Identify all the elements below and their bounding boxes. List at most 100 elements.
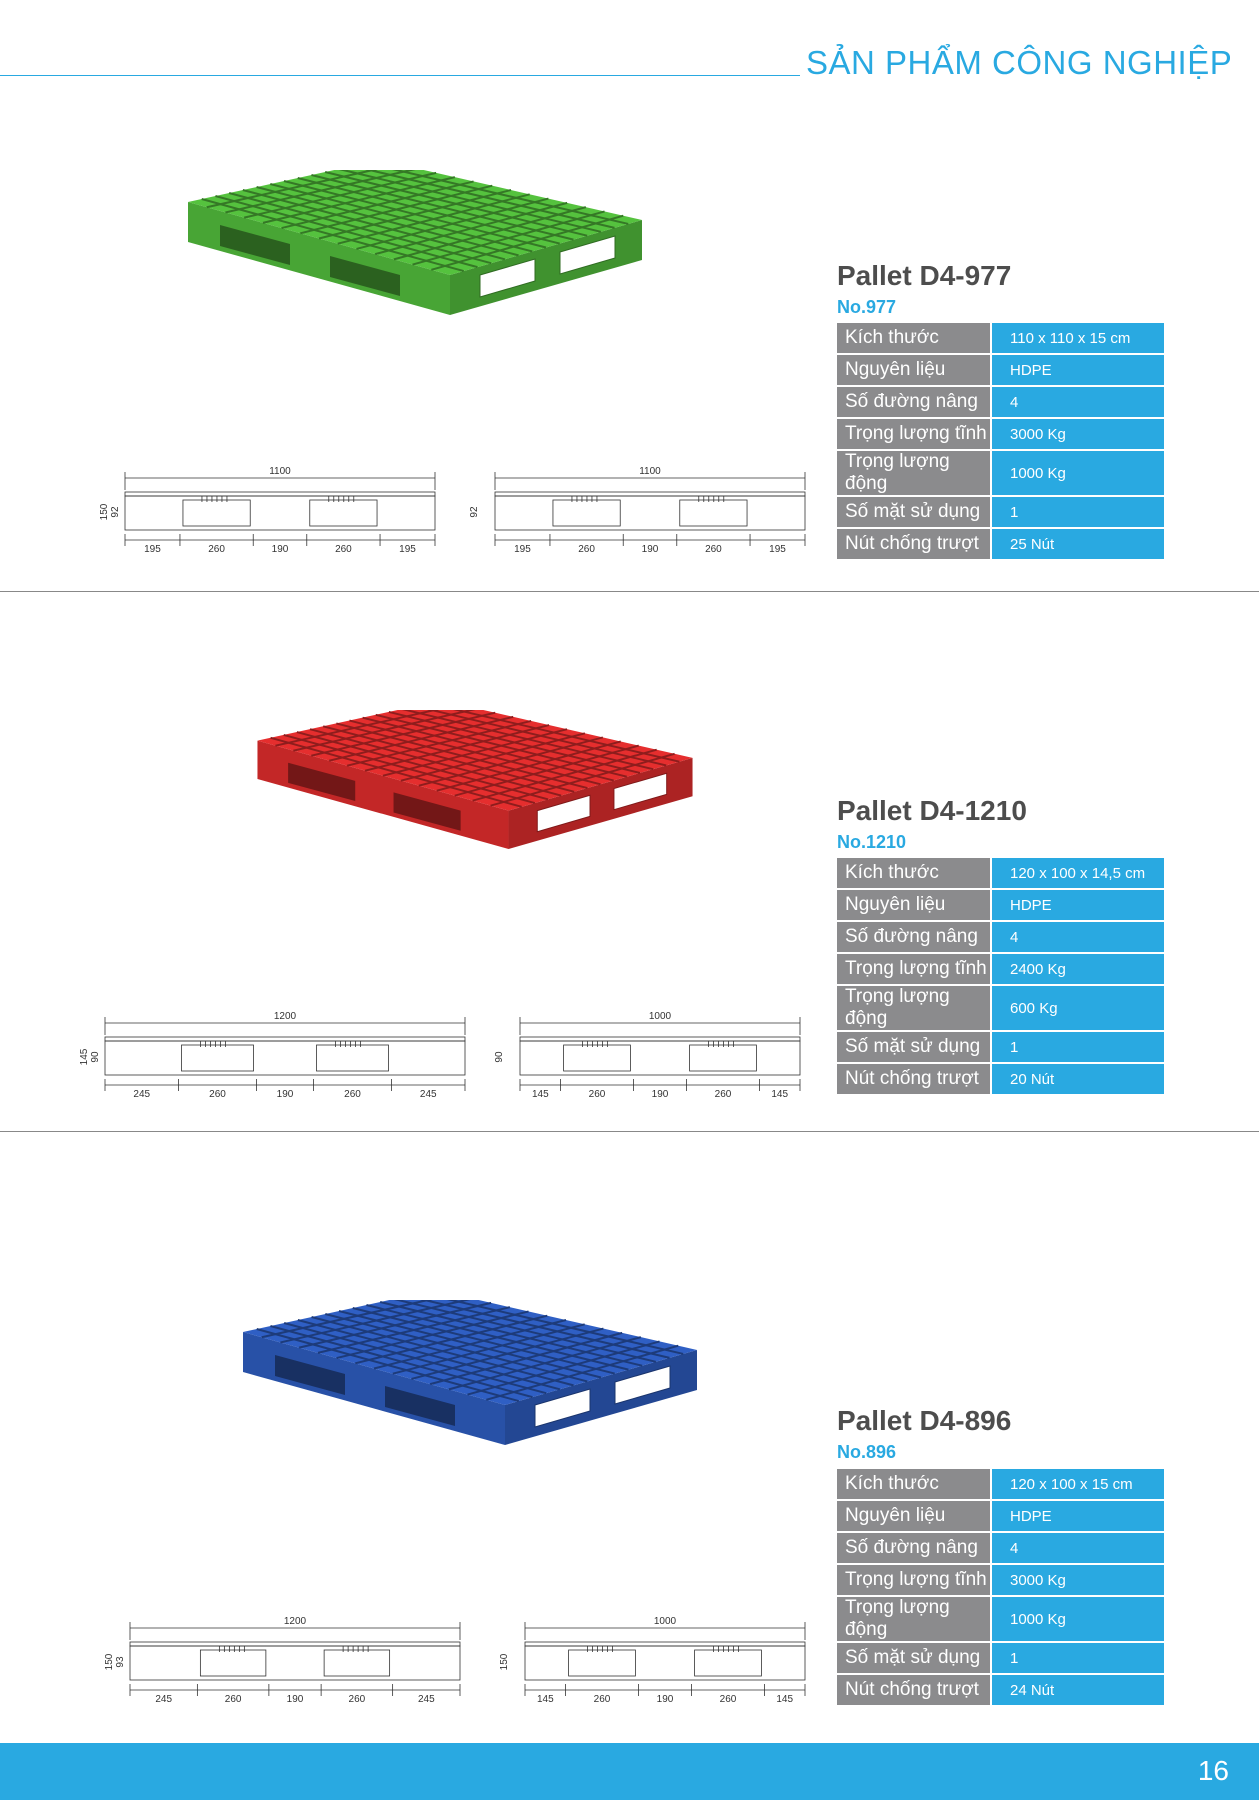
grid-line [411,1327,604,1380]
spec-label: Trọng lượng động [837,985,991,1032]
grid-line [431,214,624,271]
dimension-segment-label: 195 [514,544,531,555]
dimension-total-label: 1200 [274,1011,297,1022]
drawing-side-view: 1000 145 260 190 260 145 150 [499,1616,806,1705]
grid-line [393,1300,657,1363]
spec-row: Trọng lượng động 1000 Kg [837,1596,1164,1643]
page-number: 16 [1197,1755,1229,1786]
spec-label: Nút chống trượt [837,1674,991,1707]
dimension-segment-label: 145 [537,1694,554,1705]
fork-opening [330,256,400,296]
product-name: Pallet D4-977 [837,260,1012,291]
dimension-segment-label: 260 [589,1089,606,1100]
fork-opening-outline [694,1649,762,1677]
deck-outline [519,1036,801,1042]
spec-row: Trọng lượng tĩnh 3000 Kg [837,1564,1164,1597]
dimension-segment-label: 260 [335,544,352,555]
dimension-segment-label: 260 [720,1694,737,1705]
spec-value: 1 [990,496,1164,529]
fork-opening-outline [199,1649,267,1677]
dimension-segment-label: 260 [225,1694,242,1705]
spec-row: Số mặt sử dụng 1 [837,496,1164,529]
page-title: SẢN PHẨM CÔNG NGHIỆP [806,44,1233,81]
dimension-segment-label: 260 [705,544,722,555]
spec-row: Nguyên liệu HDPE [837,354,1164,387]
dimension-segment-label: 145 [532,1089,549,1100]
dimension-segment-label: 190 [287,1694,304,1705]
fork-opening-outline [679,499,748,527]
spec-value: 1 [990,1642,1164,1675]
deck-outline [104,1036,466,1042]
grid-line [420,1300,670,1359]
spec-row: Kích thước 110 x 110 x 15 cm [837,323,1164,355]
deck-outline [129,1641,461,1647]
pallet-top-face [243,1300,697,1405]
dimension-segment-label: 260 [715,1089,732,1100]
dimension-segment-label: 245 [155,1694,172,1705]
dimension-height-label: 90 [90,1051,101,1063]
spec-label: Nguyên liệu [837,889,991,922]
dimension-segment-label: 195 [144,544,161,555]
dimension-total-label: 1000 [654,1616,677,1627]
spec-row: Nút chống trượt 20 Nút [837,1063,1164,1096]
fork-opening-outline [316,1044,389,1072]
grid-line [393,206,587,261]
dimension-height-label: 150 [499,1653,510,1670]
drawing-front-view: 1200 245 260 190 260 245 145 90 [79,1011,466,1100]
spec-value: HDPE [990,1500,1164,1533]
fork-opening [220,225,290,265]
spec-label: Trọng lượng tĩnh [837,953,991,986]
pallet-image [257,710,693,849]
dimension-total-label: 1200 [284,1616,307,1627]
grid-line [311,174,574,241]
spec-row: Trọng lượng động 600 Kg [837,985,1164,1032]
fork-opening [385,1386,455,1426]
body-outline [129,1645,461,1681]
spec-value: HDPE [990,889,1164,922]
dimension-segment-label: 190 [657,1694,674,1705]
fork-opening-outline [181,1044,254,1072]
spec-label: Trọng lượng tĩnh [837,1564,991,1597]
dimension-segment-label: 145 [771,1089,788,1100]
fork-opening [614,1365,671,1405]
body-outline [524,1645,806,1681]
grid-line [379,1301,643,1367]
grid-line [365,170,615,229]
grid-line [401,710,654,771]
fork-opening [288,762,356,802]
dimension-segment-label: 145 [776,1694,793,1705]
grid-line [388,710,641,774]
spec-label: Trọng lượng tĩnh [837,418,991,451]
body-outline [519,1040,801,1076]
grid-line [412,210,605,266]
dimension-segment-label: 195 [399,544,416,555]
spec-value: 20 Nút [990,1063,1164,1096]
spec-value: 4 [990,921,1164,954]
product-number: No.1210 [837,832,907,852]
spec-label: Kích thước [837,323,991,355]
fork-opening [559,235,616,275]
spec-label: Số đường nâng [837,386,991,419]
body-outline [104,1040,466,1076]
spec-label: Số mặt sử dụng [837,1642,991,1675]
spec-value: 3000 Kg [990,1564,1164,1597]
fork-opening-outline [323,1649,391,1677]
spec-row: Kích thước 120 x 100 x 14,5 cm [837,858,1164,890]
deck-outline [494,491,806,497]
dimension-segment-label: 245 [133,1089,150,1100]
spec-value: 24 Nút [990,1674,1164,1707]
fork-opening-outline [552,499,621,527]
body-outline [124,495,436,531]
spec-value: 600 Kg [990,985,1164,1032]
fork-opening-outline [309,499,378,527]
dimension-segment-label: 190 [652,1089,669,1100]
dimension-total-label: 1000 [649,1011,672,1022]
grid-line [374,201,568,256]
spec-label: Số đường nâng [837,921,991,954]
dimension-segment-label: 245 [418,1694,435,1705]
grid-line [436,740,622,792]
pallet-image [243,1300,697,1445]
fork-opening-outline [563,1044,631,1072]
spec-label: Số đường nâng [837,1532,991,1565]
spec-value: 120 x 100 x 14,5 cm [990,858,1164,890]
